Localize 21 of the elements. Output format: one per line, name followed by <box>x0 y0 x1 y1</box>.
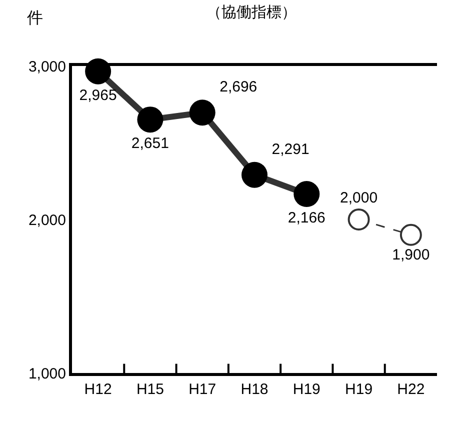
y-tick-label: 1,000 <box>28 365 66 382</box>
x-tick-label: H22 <box>397 381 425 398</box>
point <box>400 224 422 246</box>
data-label: 1,900 <box>392 246 430 264</box>
x-tick-label: H19 <box>292 381 320 398</box>
y-tick-label: 2,000 <box>28 212 66 229</box>
data-label: 2,166 <box>288 210 326 227</box>
data-label: 2,000 <box>340 189 378 206</box>
y-tick-label: 3,000 <box>28 58 66 76</box>
data-label: 2,965 <box>79 86 117 104</box>
point <box>348 208 370 230</box>
x-tick-label: H19 <box>345 381 373 398</box>
y-axis-title: 件 <box>27 10 43 27</box>
x-tick-label: H15 <box>136 381 164 398</box>
data-label: 2,651 <box>131 135 169 152</box>
data-label: 2,696 <box>220 78 258 96</box>
data-label: 2,291 <box>272 140 310 158</box>
x-tick-label: H17 <box>188 381 216 398</box>
x-tick-label: H12 <box>84 381 112 398</box>
x-tick-label: H18 <box>240 381 268 398</box>
chart-title: （協働指標） <box>206 4 296 21</box>
